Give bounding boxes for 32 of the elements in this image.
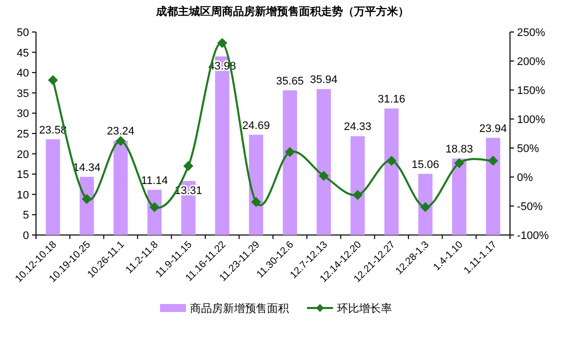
y2tick: -50%: [517, 201, 543, 213]
data-label: 23.24: [106, 126, 134, 138]
data-label: 15.06: [412, 158, 440, 171]
ytick: 20: [16, 148, 29, 161]
data-label: 24.33: [344, 121, 372, 134]
y2tick: 250%: [517, 27, 546, 39]
ytick: 0: [22, 230, 29, 242]
ytick: 15: [16, 169, 29, 182]
legend-label: 商品房新增预售面积: [190, 303, 289, 315]
y2tick: 50%: [517, 143, 540, 155]
legend-label: 环比增长率: [337, 303, 392, 315]
data-label: 31.16: [378, 94, 406, 106]
ytick: 30: [16, 108, 29, 120]
y2tick: -100%: [517, 230, 549, 242]
title: 成都主城区周商品房新增预售面积走势（万平方米）: [156, 6, 409, 18]
data-label: 23.94: [479, 122, 507, 135]
ytick: 10: [16, 189, 29, 202]
y2tick: 0%: [517, 172, 533, 184]
ytick: 5: [22, 210, 29, 222]
y2tick: 150%: [517, 85, 546, 97]
data-label: 18.83: [445, 144, 473, 156]
ytick: 25: [16, 128, 29, 140]
ytick: 50: [16, 27, 29, 39]
y2tick: 100%: [517, 114, 546, 126]
data-label: 35.94: [310, 74, 338, 86]
data-label: 11.14: [141, 174, 168, 187]
ytick: 45: [16, 47, 29, 60]
ytick: 35: [16, 88, 29, 100]
ytick: 40: [16, 68, 29, 80]
data-label: 35.65: [276, 75, 304, 88]
data-label: 24.69: [242, 120, 270, 132]
y2tick: 200%: [517, 56, 546, 68]
